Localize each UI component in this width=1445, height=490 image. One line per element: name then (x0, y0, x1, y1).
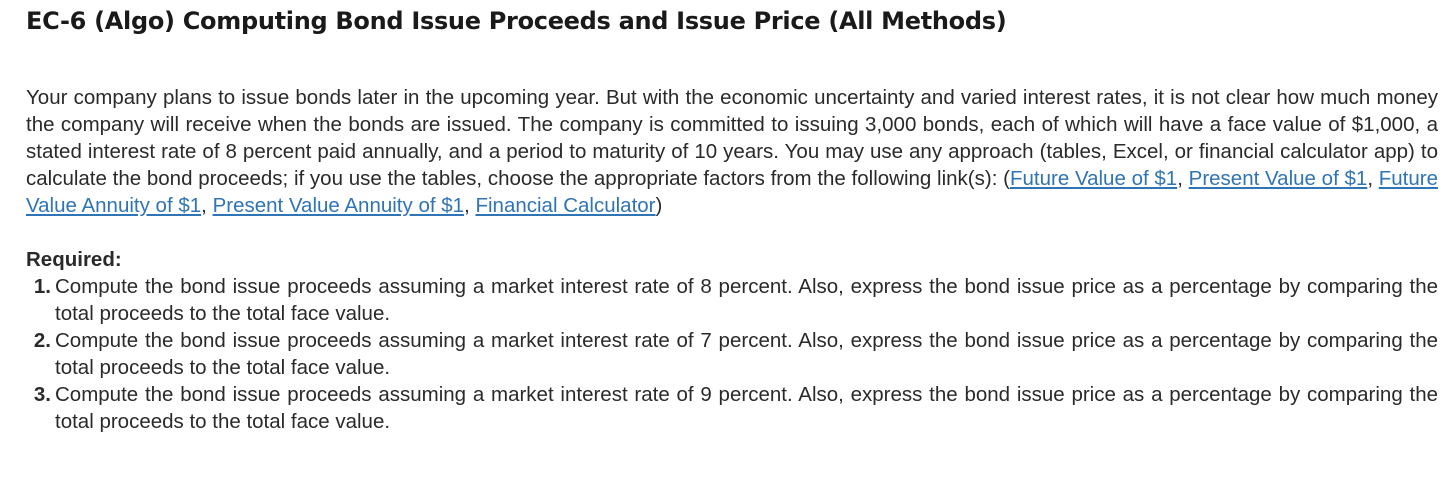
link-present-value-annuity-of-1[interactable]: Present Value Annuity of $1 (212, 194, 465, 217)
required-item: 2. Compute the bond issue proceeds assum… (26, 327, 1438, 381)
required-item-number: 3. (33, 383, 51, 406)
link-financial-calculator[interactable]: Financial Calculator (475, 194, 656, 217)
intro-text: Your company plans to issue bonds later … (26, 86, 1438, 190)
required-item-text: Compute the bond issue proceeds assuming… (55, 383, 1438, 433)
link-present-value-of-1[interactable]: Present Value of $1 (1188, 167, 1368, 190)
link-separator: , (1367, 167, 1379, 190)
required-item-text: Compute the bond issue proceeds assuming… (55, 329, 1438, 379)
close-paren: ) (655, 194, 663, 217)
required-list: 1. Compute the bond issue proceeds assum… (26, 273, 1438, 435)
required-item-text: Compute the bond issue proceeds assuming… (55, 275, 1438, 325)
required-item-number: 1. (33, 275, 51, 298)
problem-description: Your company plans to issue bonds later … (26, 84, 1438, 219)
link-separator: , (1177, 167, 1189, 190)
problem-container: EC-6 (Algo) Computing Bond Issue Proceed… (26, 4, 1438, 435)
link-separator: , (201, 194, 213, 217)
required-item-number: 2. (33, 329, 51, 352)
link-future-value-of-1[interactable]: Future Value of $1 (1009, 167, 1178, 190)
page-title: EC-6 (Algo) Computing Bond Issue Proceed… (26, 7, 1007, 35)
link-separator: , (464, 194, 476, 217)
required-heading: Required: (26, 248, 122, 271)
required-item: 1. Compute the bond issue proceeds assum… (26, 273, 1438, 327)
link-future-value-annuity-of-1[interactable]: Future Value Annuity of $1 (26, 167, 1438, 217)
required-item: 3. Compute the bond issue proceeds assum… (26, 381, 1438, 435)
